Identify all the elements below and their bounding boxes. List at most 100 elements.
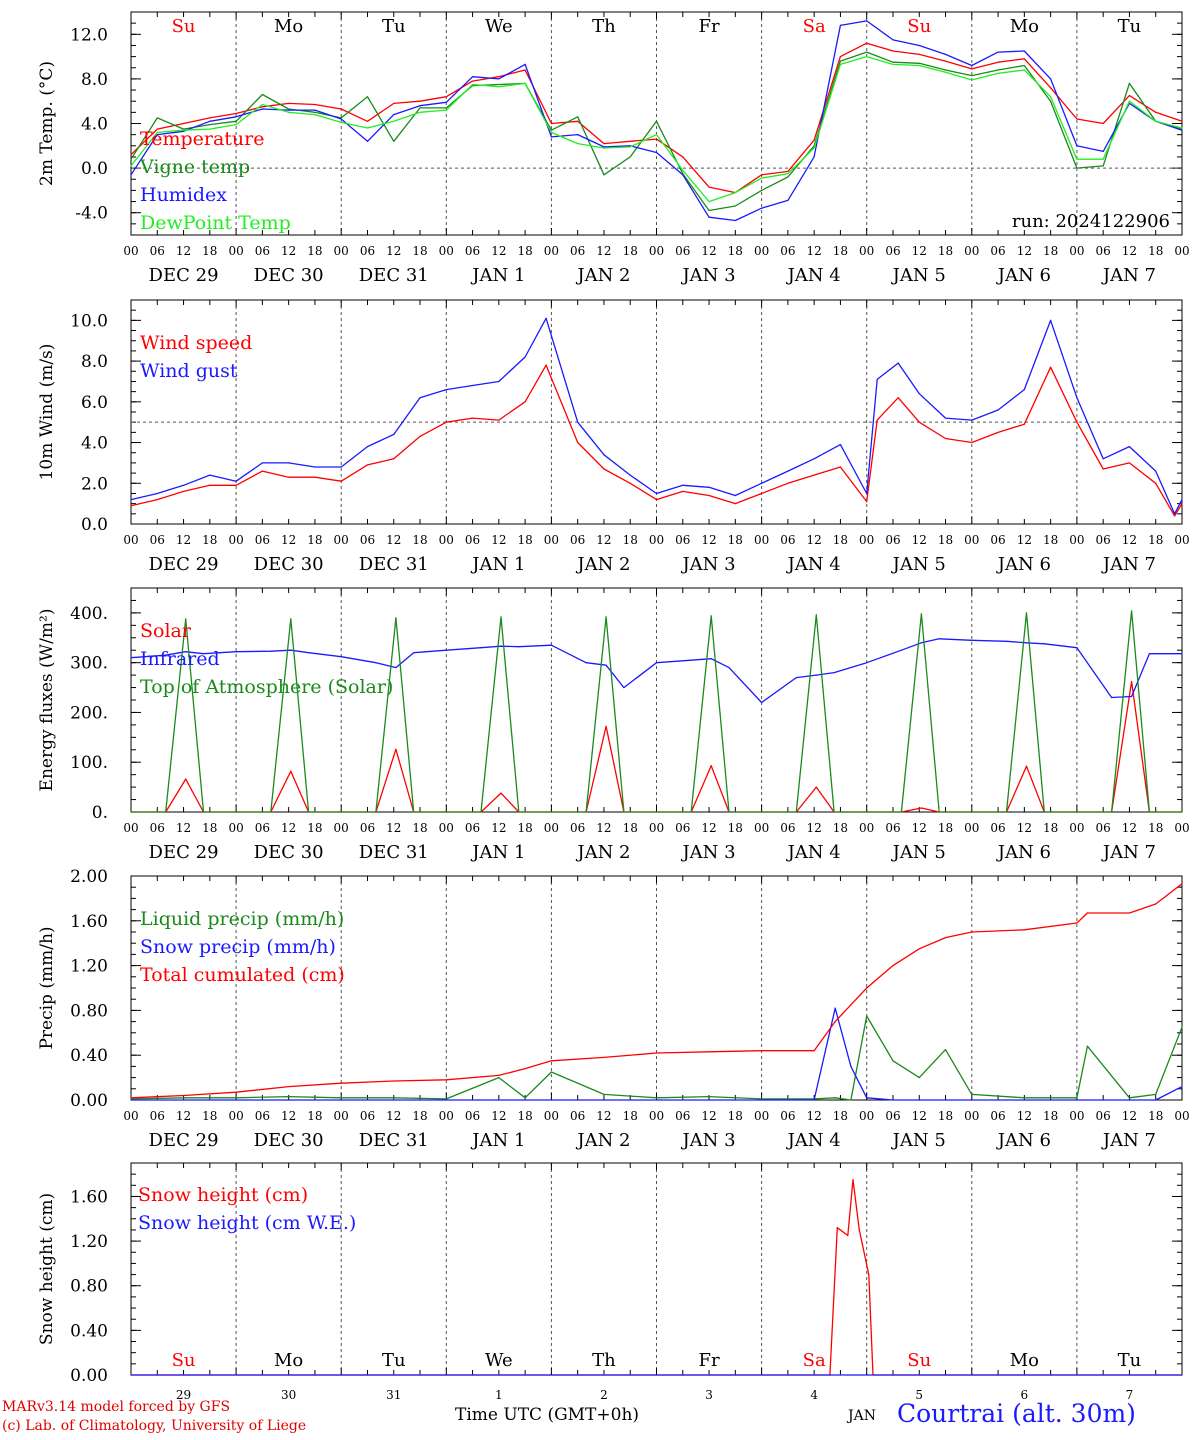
data-point xyxy=(182,128,185,130)
data-point xyxy=(182,1094,185,1097)
data-point xyxy=(518,646,520,648)
data-point xyxy=(340,480,342,482)
hour-tick-label: 18 xyxy=(728,1109,743,1123)
hour-tick-label: 12 xyxy=(491,1109,506,1123)
data-point xyxy=(603,454,605,456)
legend-entry: Humidex xyxy=(140,184,227,206)
data-point xyxy=(1174,513,1176,515)
data-point xyxy=(130,1374,132,1376)
hour-tick-label: 00 xyxy=(859,821,874,835)
date-label: JAN 4 xyxy=(786,554,841,575)
day-number-label: 3 xyxy=(705,1388,713,1402)
data-point xyxy=(682,174,684,176)
date-label: JAN 7 xyxy=(1101,1130,1156,1151)
legend-entry: Liquid precip (mm/h) xyxy=(140,908,344,930)
date-label: JAN 7 xyxy=(1101,842,1156,863)
data-point xyxy=(603,1056,605,1059)
data-point xyxy=(1181,1085,1183,1088)
legend-entry: Snow precip (mm/h) xyxy=(140,936,336,958)
data-point xyxy=(603,174,605,176)
data-point xyxy=(1181,120,1183,122)
hour-tick-label: 00 xyxy=(544,244,559,258)
data-point xyxy=(393,433,395,435)
data-point xyxy=(1050,96,1052,98)
data-point xyxy=(682,484,684,486)
data-point xyxy=(1005,640,1008,642)
data-point xyxy=(1128,1099,1131,1101)
hour-tick-label: 06 xyxy=(360,244,375,258)
time-axis-label: Time UTC (GMT+0h) xyxy=(455,1405,640,1425)
date-label: DEC 31 xyxy=(359,1130,429,1151)
weekday-label: Tu xyxy=(382,16,406,37)
data-point xyxy=(185,618,187,620)
data-point xyxy=(795,811,797,813)
data-point xyxy=(839,56,842,58)
hour-tick-label: 00 xyxy=(1174,1109,1189,1123)
hour-tick-label: 06 xyxy=(675,533,690,547)
hour-tick-label: 00 xyxy=(1069,1109,1084,1123)
date-label: JAN 3 xyxy=(680,842,735,863)
data-point xyxy=(629,474,631,476)
data-point xyxy=(918,53,920,55)
date-label: JAN 2 xyxy=(575,554,630,575)
hour-tick-label: 18 xyxy=(517,1109,532,1123)
data-point xyxy=(1174,515,1176,517)
date-label: DEC 30 xyxy=(254,265,324,286)
y-tick-label: 10.0 xyxy=(70,311,108,331)
data-point xyxy=(577,134,579,136)
data-point xyxy=(997,51,999,53)
series-line-total-cumulated-cm- xyxy=(130,883,1183,1099)
data-point xyxy=(366,96,369,98)
hour-tick-label: 00 xyxy=(228,821,243,835)
data-point xyxy=(1050,87,1052,89)
data-point xyxy=(918,64,920,67)
data-point xyxy=(944,69,947,71)
hour-tick-label: 18 xyxy=(1148,244,1163,258)
hour-tick-label: 06 xyxy=(1096,244,1111,258)
hour-tick-label: 18 xyxy=(1148,533,1163,547)
day-number-label: 2 xyxy=(600,1388,608,1402)
date-label: JAN 4 xyxy=(786,265,841,286)
data-point xyxy=(445,101,447,103)
legend-entry: Solar xyxy=(140,620,192,642)
data-point xyxy=(1181,653,1183,655)
hour-tick-label: 18 xyxy=(728,821,743,835)
weekday-label: Su xyxy=(907,1350,931,1371)
hour-tick-label: 12 xyxy=(386,821,401,835)
hour-tick-label: 18 xyxy=(307,821,322,835)
data-point xyxy=(690,659,692,661)
data-point xyxy=(839,466,842,468)
data-point xyxy=(708,1096,710,1098)
data-point xyxy=(202,653,205,655)
data-point xyxy=(393,102,395,105)
data-point xyxy=(545,364,547,366)
y-axis-label: 10m Wind (m/s) xyxy=(37,344,57,481)
data-point xyxy=(787,170,789,173)
date-label: DEC 29 xyxy=(149,842,219,863)
hour-tick-label: 12 xyxy=(912,821,927,835)
data-point xyxy=(971,419,973,421)
data-point xyxy=(393,1099,395,1101)
hour-tick-label: 12 xyxy=(281,244,296,258)
data-point xyxy=(419,107,421,109)
data-point xyxy=(235,1099,237,1101)
data-point xyxy=(1023,423,1025,425)
data-point xyxy=(156,134,158,136)
data-point xyxy=(839,443,842,446)
data-point xyxy=(500,792,502,794)
data-point xyxy=(866,811,868,813)
data-point xyxy=(585,662,587,664)
hour-tick-label: 12 xyxy=(1122,533,1137,547)
hour-tick-label: 12 xyxy=(386,1109,401,1123)
data-point xyxy=(130,158,132,160)
data-point xyxy=(375,811,377,813)
hour-tick-label: 12 xyxy=(386,533,401,547)
data-point xyxy=(708,200,710,203)
data-point xyxy=(340,811,342,813)
hour-tick-label: 12 xyxy=(176,821,191,835)
data-point xyxy=(603,147,605,149)
hour-tick-label: 12 xyxy=(1017,1109,1032,1123)
data-point xyxy=(182,129,185,131)
data-point xyxy=(445,649,447,651)
y-tick-label: 0.00 xyxy=(70,1366,108,1386)
